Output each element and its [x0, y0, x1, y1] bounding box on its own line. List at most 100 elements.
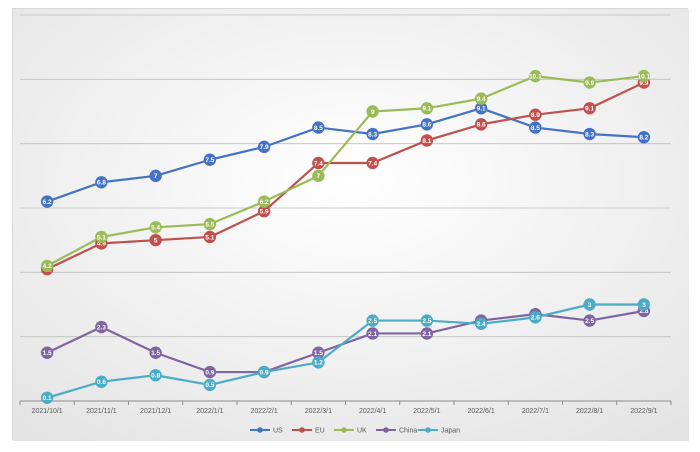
line-chart: 2021/10/1 2021/11/1 2021/12/1 2022/1/1 2022/…: [13, 9, 689, 441]
data-point-us[interactable]: [95, 176, 108, 189]
data-label-us: 8.3: [585, 131, 594, 138]
data-point-japan[interactable]: [420, 314, 434, 327]
legend-item-uk[interactable]: UK: [334, 427, 367, 435]
legend-item-china[interactable]: China: [376, 427, 417, 435]
data-point-us[interactable]: [40, 195, 54, 208]
gridlines: [20, 14, 671, 338]
data-label-china: 2.8: [639, 308, 648, 315]
data-point-eu[interactable]: [420, 134, 434, 147]
data-point-us[interactable]: [203, 153, 217, 166]
series-line-eu: [46, 81, 645, 271]
data-label-us: 8.2: [639, 135, 648, 142]
legend-item-japan[interactable]: Japan: [418, 427, 460, 435]
data-point-eu[interactable]: [529, 108, 542, 121]
data-point-uk[interactable]: [95, 230, 108, 244]
data-label-japan: 0.5: [205, 382, 214, 389]
data-point-us[interactable]: [637, 131, 651, 144]
data-point-uk[interactable]: [366, 105, 379, 118]
data-point-eu[interactable]: [474, 118, 488, 131]
data-point-eu[interactable]: [149, 233, 162, 247]
series-line-us: [46, 107, 644, 203]
data-point-japan[interactable]: [637, 298, 651, 311]
data-label-china: 1.5: [151, 350, 160, 357]
x-tick-label: 2022/8/1: [576, 408, 603, 415]
data-point-china[interactable]: [366, 327, 379, 340]
data-point-japan[interactable]: [95, 375, 108, 388]
x-tick-label: 2022/5/1: [413, 408, 440, 415]
data-label-china: 1.5: [43, 350, 52, 357]
data-point-uk[interactable]: [474, 92, 488, 105]
data-point-japan[interactable]: [529, 311, 542, 324]
x-tick-label: 2022/4/1: [359, 408, 386, 415]
data-point-eu[interactable]: [366, 156, 379, 170]
data-label-uk: 5.5: [205, 221, 214, 228]
data-point-eu[interactable]: [257, 205, 271, 218]
data-point-china[interactable]: [40, 346, 54, 359]
data-point-japan[interactable]: [474, 317, 488, 330]
data-label-eu: 7.4: [314, 160, 323, 167]
data-point-us[interactable]: [257, 140, 271, 154]
data-point-china[interactable]: [420, 327, 434, 340]
series-group: [46, 75, 645, 399]
data-point-china[interactable]: [203, 365, 217, 379]
data-point-japan[interactable]: [203, 378, 217, 392]
legend: US EU UK China Japan: [250, 427, 460, 435]
data-point-japan[interactable]: [312, 356, 325, 369]
data-label-eu: 4.9: [97, 241, 106, 248]
x-tick-label: 2022/7/1: [522, 408, 549, 415]
data-point-eu[interactable]: [312, 156, 325, 170]
data-point-uk[interactable]: [312, 169, 325, 183]
x-tick-label: 2022/9/1: [630, 408, 657, 415]
data-point-china[interactable]: [312, 346, 325, 359]
data-point-japan[interactable]: [257, 365, 271, 379]
data-point-us[interactable]: [474, 102, 488, 115]
data-point-uk[interactable]: [257, 195, 271, 208]
legend-label-uk: UK: [357, 428, 367, 435]
data-label-japan: 3: [588, 302, 592, 309]
data-label-eu: 9.1: [585, 106, 594, 113]
data-point-uk[interactable]: [420, 102, 434, 115]
data-label-japan: 2.5: [422, 318, 431, 325]
data-point-uk[interactable]: [203, 217, 217, 231]
data-point-us[interactable]: [366, 127, 379, 141]
legend-item-eu[interactable]: EU: [292, 427, 325, 435]
data-label-japan: 0.6: [97, 379, 106, 386]
legend-label-us: US: [273, 428, 283, 435]
data-point-china[interactable]: [95, 320, 108, 334]
data-point-uk[interactable]: [529, 69, 542, 83]
data-label-eu: 8.1: [422, 138, 431, 145]
data-label-us: 7.9: [260, 144, 269, 151]
data-label-japan: 1.2: [314, 360, 323, 367]
data-label-uk: 5.1: [97, 234, 106, 241]
data-point-uk[interactable]: [637, 69, 651, 83]
data-label-japan: 2.4: [477, 321, 486, 328]
legend-item-us[interactable]: US: [250, 427, 283, 435]
data-point-japan[interactable]: [40, 391, 54, 404]
data-point-uk[interactable]: [149, 221, 162, 234]
data-point-china[interactable]: [149, 346, 162, 359]
data-point-eu[interactable]: [583, 102, 596, 115]
data-label-china: 1.5: [314, 350, 323, 357]
data-label-uk: 9.9: [585, 80, 594, 87]
data-point-us[interactable]: [583, 127, 596, 141]
data-point-japan[interactable]: [366, 314, 379, 327]
x-tick-label: 2022/2/1: [251, 408, 278, 415]
data-point-us[interactable]: [312, 121, 325, 134]
x-tick-label: 2022/6/1: [468, 408, 495, 415]
data-label-uk: 10.1: [529, 73, 542, 80]
data-label-eu: 9.9: [639, 80, 648, 87]
data-point-us[interactable]: [149, 169, 162, 183]
series-line-japan: [46, 303, 644, 399]
data-point-eu[interactable]: [203, 230, 217, 244]
data-point-japan[interactable]: [583, 298, 596, 311]
data-point-us[interactable]: [420, 118, 434, 131]
legend-label-japan: Japan: [441, 428, 460, 435]
data-point-china[interactable]: [583, 314, 596, 327]
data-label-eu: 8.6: [477, 122, 486, 129]
data-label-uk: 9: [371, 109, 375, 116]
data-label-uk: 5.4: [151, 225, 160, 232]
data-point-uk[interactable]: [40, 259, 54, 273]
data-point-us[interactable]: [529, 121, 542, 134]
data-point-uk[interactable]: [583, 76, 596, 89]
data-point-japan[interactable]: [149, 369, 162, 382]
